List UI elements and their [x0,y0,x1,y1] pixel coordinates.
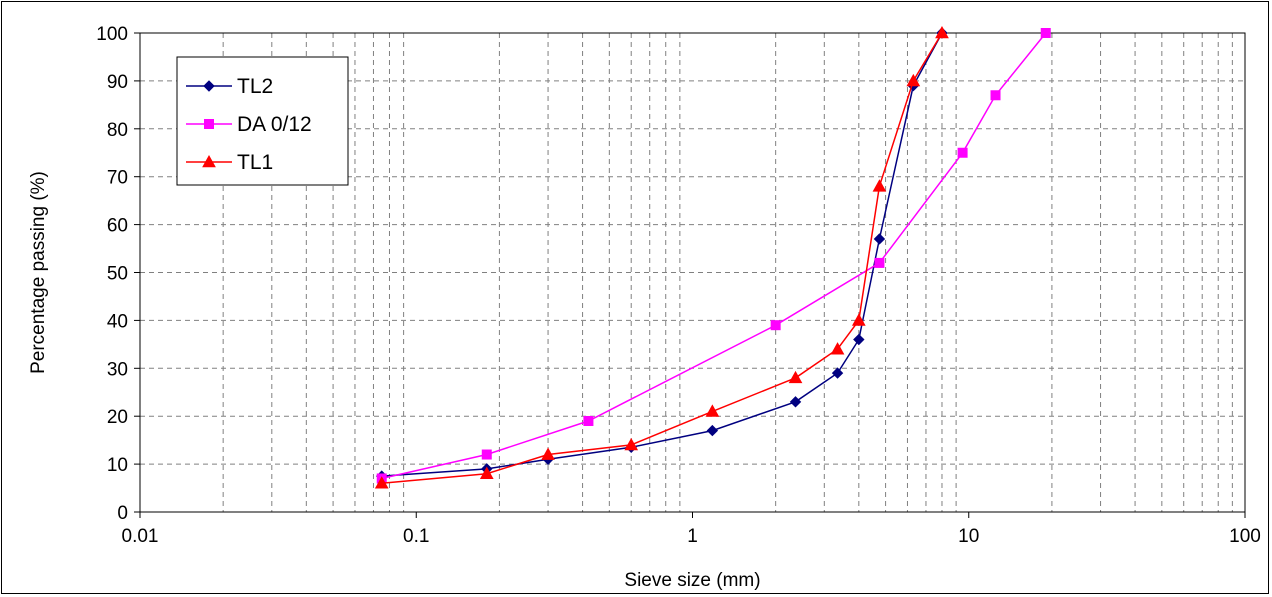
data-point [872,179,887,192]
y-tick-label: 70 [107,168,128,189]
y-tick-label: 60 [107,216,128,237]
legend-item: TL1 [186,151,273,174]
y-tick-label: 10 [107,455,128,476]
y-tick-label: 40 [107,311,128,332]
legend: TL2 DA 0/12 TL1 [176,56,349,186]
legend-item: DA 0/12 [186,113,312,136]
series-line [381,32,943,477]
series-1 [376,27,948,482]
x-axis-title: Sieve size (mm) [624,570,760,591]
series-3 [374,25,949,489]
data-point [624,437,639,451]
data-point [830,342,845,355]
legend-marker [204,119,214,129]
data-series [374,25,1051,489]
data-point [789,396,802,408]
legend-label: DA 0/12 [237,113,312,136]
data-point [374,476,389,489]
data-point [990,90,1001,101]
legend-label: TL2 [237,75,273,98]
x-tick-label: 100 [1229,526,1261,547]
y-tick-label: 100 [96,24,128,45]
data-point [831,367,844,379]
data-point [583,415,594,426]
x-tick-label: 0.1 [403,526,429,547]
y-tick-label: 30 [107,359,128,380]
data-point [770,320,781,331]
legend-marker [203,80,215,92]
y-tick-label: 80 [107,120,128,141]
legend-item: TL2 [186,75,273,98]
y-tick-label: 50 [107,264,128,285]
y-tick-label: 90 [107,72,128,93]
data-point [853,333,865,346]
data-point [479,466,494,479]
data-point [906,73,921,87]
legend-marker [202,154,216,168]
x-tick-label: 10 [958,526,979,547]
series-line [381,32,1047,480]
data-point [935,25,949,39]
data-point [705,404,720,417]
axis-ticks: 0 10 20 30 40 50 60 70 80 90 100 0.01 0.1 1 10 100 [96,24,1261,547]
data-point [788,370,803,384]
data-point [851,313,866,326]
y-axis-title: Percentage passing (%) [28,171,49,374]
y-tick-label: 0 [117,503,128,524]
data-point [706,424,719,437]
data-point [874,257,885,268]
data-point [541,447,555,460]
y-tick-label: 20 [107,407,128,428]
data-point [481,449,492,460]
legend-label: TL1 [237,151,273,174]
data-point [1040,28,1051,38]
data-point [873,233,886,245]
x-tick-label: 0.01 [122,526,159,547]
data-point [957,147,968,158]
x-tick-label: 1 [687,526,698,547]
